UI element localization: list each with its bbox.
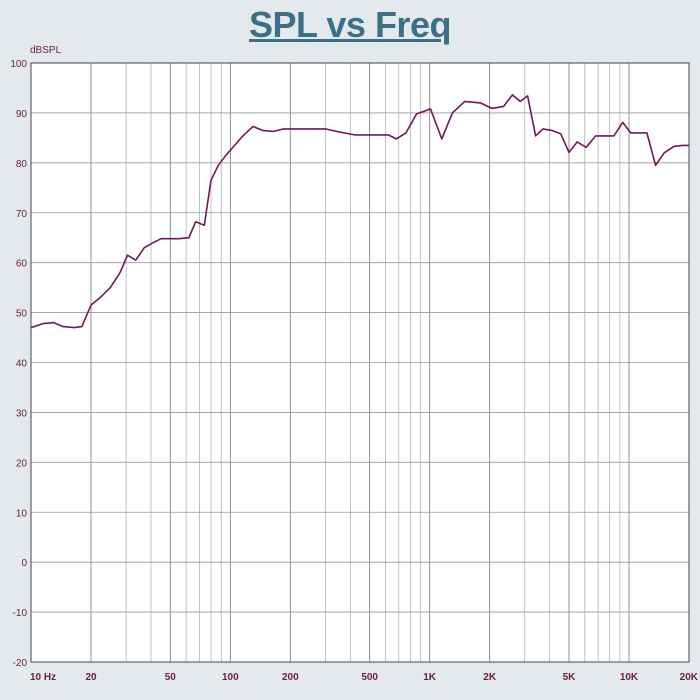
- x-tick-label: 500: [361, 672, 378, 683]
- y-axis-unit-label: dBSPL: [30, 45, 62, 56]
- y-tick-label: 20: [16, 458, 28, 469]
- x-tick-label: 50: [165, 672, 177, 683]
- y-tick-label: 90: [16, 109, 28, 120]
- x-tick-label: 200: [282, 672, 299, 683]
- y-tick-label: 40: [16, 359, 28, 370]
- y-tick-label: 80: [16, 159, 28, 170]
- y-tick-label: 60: [16, 259, 28, 270]
- y-tick-label: 50: [16, 309, 28, 320]
- chart-title: SPL vs Freq: [249, 4, 451, 45]
- x-tick-label: 1K: [423, 672, 437, 683]
- y-tick-label: -10: [13, 608, 28, 619]
- x-tick-label: 20: [85, 672, 97, 683]
- x-tick-label: 20K: [680, 672, 699, 683]
- y-tick-label: 30: [16, 408, 28, 419]
- y-tick-label: -20: [13, 658, 28, 669]
- y-tick-label: 0: [21, 558, 27, 569]
- x-tick-label: 10K: [620, 672, 639, 683]
- x-axis-ticks: 10 Hz 20 50 100 200 500 1K 2K 5K 10K 20K: [30, 672, 699, 683]
- x-tick-label: 10 Hz: [30, 672, 56, 683]
- y-tick-label: 70: [16, 209, 28, 220]
- x-tick-label: 5K: [563, 672, 577, 683]
- y-tick-label: 100: [10, 59, 27, 70]
- spl-series-line: [30, 94, 689, 329]
- x-tick-label: 2K: [483, 672, 497, 683]
- x-tick-label: 100: [222, 672, 239, 683]
- y-tick-label: 10: [16, 508, 28, 519]
- plot-frame: [30, 62, 690, 663]
